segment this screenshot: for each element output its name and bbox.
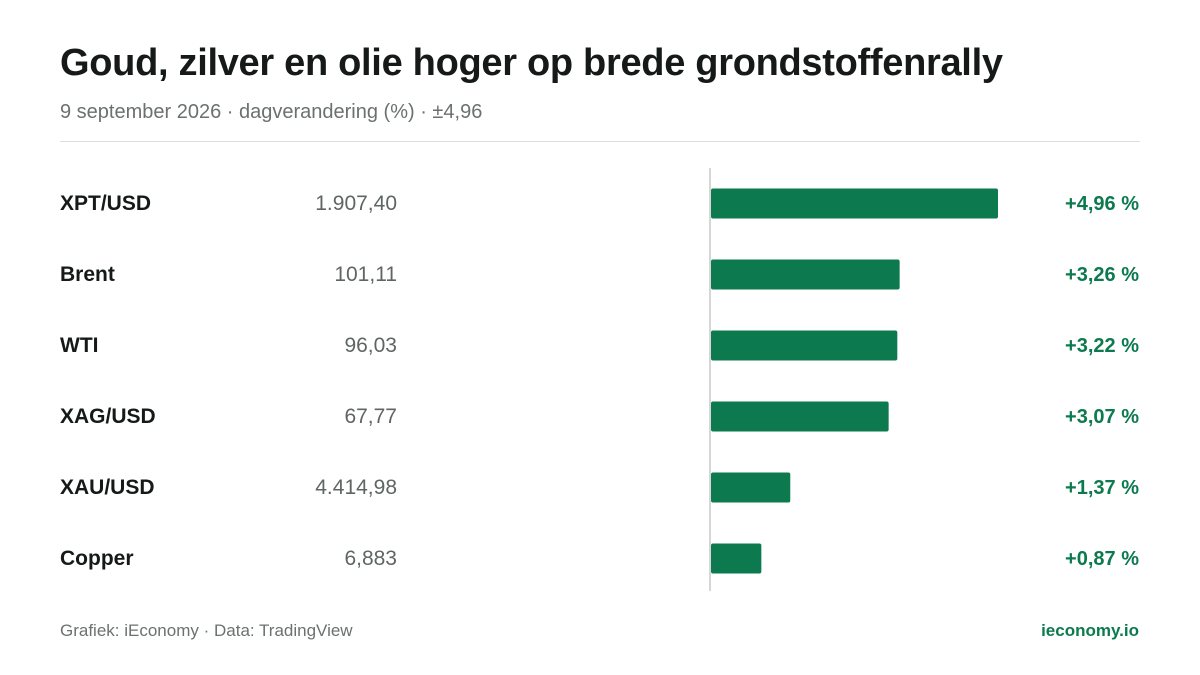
value-label: +3,26 %	[1065, 263, 1139, 286]
price-label: 6,883	[344, 546, 397, 570]
bar-xag-usd	[711, 401, 889, 432]
bar-copper	[711, 543, 762, 574]
category-label: Copper	[60, 546, 134, 570]
category-label: Brent	[60, 262, 115, 286]
price-label: 101,11	[334, 262, 397, 286]
source-credit: Grafiek: iEconomy · Data: TradingView	[60, 621, 353, 640]
category-label: XAG/USD	[60, 404, 156, 428]
price-label: 67,77	[344, 404, 397, 428]
chart-subtitle: 9 september 2026 · dagverandering (%) · …	[60, 101, 483, 123]
bar-xpt-usd	[711, 188, 998, 219]
value-label: +1,37 %	[1065, 476, 1139, 499]
category-label: XPT/USD	[60, 191, 152, 215]
value-label: +3,22 %	[1065, 334, 1139, 357]
value-label: +0,87 %	[1065, 547, 1139, 570]
category-label: XAU/USD	[60, 475, 155, 499]
price-label: 4.414,98	[315, 475, 397, 499]
price-label: 96,03	[344, 333, 397, 357]
chart-title: Goud, zilver en olie hoger op brede gron…	[60, 42, 1003, 84]
bar-wti	[711, 330, 898, 361]
price-label: 1.907,40	[315, 191, 397, 215]
category-label: WTI	[60, 333, 99, 357]
value-label: +4,96 %	[1065, 192, 1139, 215]
header-divider	[60, 141, 1140, 142]
bar-xau-usd	[711, 472, 791, 503]
value-label: +3,07 %	[1065, 405, 1139, 428]
bar-brent	[711, 259, 900, 290]
brand-link[interactable]: ieconomy.io	[1041, 621, 1139, 640]
